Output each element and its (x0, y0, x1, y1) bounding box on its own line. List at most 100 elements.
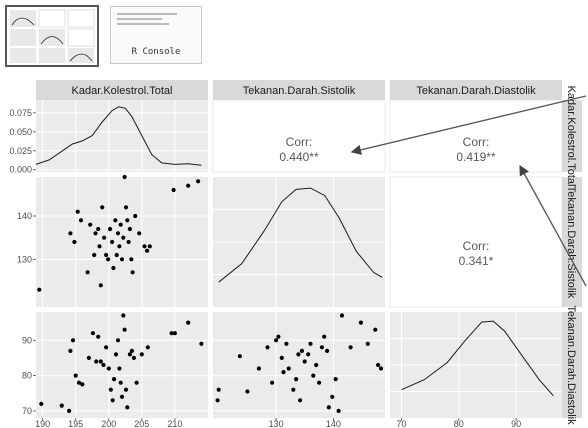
scatter-point-kolestrol-diastolik (131, 355, 136, 360)
console-thumbnail[interactable]: R Console (110, 6, 202, 64)
scatter-point-kolestrol-diastolik (186, 320, 191, 325)
y-tick-label: 140 (17, 211, 32, 221)
strip-right-label-3: Tekanan.Darah.Diastolik (565, 305, 577, 425)
scatter-point-kolestrol-diastolik (59, 403, 64, 408)
scatter-point-kolestrol-diastolik (70, 338, 76, 343)
scatter-point-kolestrol-sistolik (117, 244, 122, 249)
scatter-point-kolestrol-sistolik (142, 244, 147, 249)
corr-label-1: Corr: (286, 135, 313, 149)
scatter-point-kolestrol-diastolik (139, 352, 144, 357)
corr-label-3: Corr: (463, 239, 490, 253)
scatter-point-sistolik-diastolik (336, 408, 341, 413)
scatter-point-kolestrol-diastolik (129, 348, 134, 353)
scatter-point-kolestrol-diastolik (76, 380, 82, 385)
scatter-point-sistolik-diastolik (296, 352, 301, 357)
scatter-point-kolestrol-sistolik (93, 231, 98, 236)
strip-right-label-1: Kadar.Kolestrol.Total (565, 86, 577, 187)
scatter-point-kolestrol-diastolik (122, 327, 127, 332)
strip-top-3 (390, 80, 562, 100)
strip-right-1 (562, 100, 582, 172)
scatter-point-sistolik-diastolik (284, 341, 289, 346)
scatter-point-sistolik-diastolik (270, 380, 275, 385)
scatter-point-kolestrol-diastolik (172, 331, 177, 336)
scatter-point-kolestrol-sistolik (123, 205, 129, 210)
strip-top-label-1: Kadar.Kolestrol.Total (72, 85, 173, 97)
scatter-point-sistolik-diastolik (322, 334, 327, 339)
strip-top-2 (213, 80, 385, 100)
scatter-point-sistolik-diastolik (308, 341, 313, 346)
scatter-point-sistolik-diastolik (326, 405, 331, 410)
strip-top-label-3: Tekanan.Darah.Diastolik (416, 85, 536, 97)
strip-right-2 (562, 177, 582, 307)
scatter-point-kolestrol-sistolik (111, 265, 116, 271)
scatter-point-kolestrol-sistolik (68, 231, 73, 236)
scatter-point-kolestrol-sistolik (75, 209, 80, 214)
scatter-point-sistolik-diastolik (291, 387, 296, 392)
scatter-point-kolestrol-sistolik (119, 257, 125, 262)
panel-scatter-kolestrol-sistolik (36, 177, 208, 307)
scatter-point-sistolik-diastolik (274, 338, 279, 343)
scatter-point-kolestrol-sistolik (96, 226, 101, 232)
x-tick-label: 90 (511, 419, 521, 428)
thumbnail-preview (10, 9, 95, 63)
panel-corr-diastolik-sistolik (389, 176, 563, 308)
density-curve-sistolik (218, 187, 383, 283)
scatter-point-kolestrol-diastolik (101, 362, 106, 368)
scatter-point-sistolik-diastolik (325, 348, 330, 353)
scatter-point-kolestrol-sistolik (113, 218, 118, 223)
corr-label-2: Corr: (463, 135, 490, 149)
x-tick-label: 200 (101, 419, 116, 428)
x-tick-label: 205 (134, 419, 149, 428)
scatter-point-kolestrol-sistolik (125, 218, 130, 223)
strip-right-3 (562, 312, 582, 418)
density-curve-kolestrol (35, 106, 202, 166)
x-tick-label: 80 (454, 419, 464, 428)
scatter-point-kolestrol-diastolik (67, 408, 72, 413)
corr-value-3: 0.341* (459, 254, 494, 268)
scatter-point-kolestrol-diastolik (119, 394, 125, 399)
scatter-point-kolestrol-sistolik (97, 244, 102, 249)
scatter-point-kolestrol-sistolik (108, 226, 113, 232)
scatter-point-kolestrol-diastolik (86, 355, 91, 360)
plot-thumbnail[interactable] (5, 5, 99, 67)
scatter-point-kolestrol-diastolik (110, 398, 115, 403)
scatter-point-kolestrol-sistolik (122, 174, 127, 180)
scatter-point-sistolik-diastolik (319, 345, 324, 350)
y-tick-label: 0.000 (9, 165, 32, 175)
scatter-point-sistolik-diastolik (294, 377, 299, 382)
scatter-point-kolestrol-sistolik (78, 218, 84, 223)
scatter-point-kolestrol-diastolik (96, 334, 101, 339)
scatter-point-kolestrol-sistolik (102, 235, 107, 240)
scatter-point-kolestrol-diastolik (90, 331, 95, 336)
scatter-point-sistolik-diastolik (276, 334, 281, 339)
scatter-point-kolestrol-sistolik (110, 239, 115, 245)
corr-value-2: 0.419** (456, 150, 496, 164)
y-tick-label: 0.050 (9, 127, 32, 137)
scatter-point-kolestrol-sistolik (171, 187, 176, 193)
scatter-point-kolestrol-sistolik (118, 222, 123, 227)
x-tick-label: 140 (326, 419, 341, 428)
scatter-point-kolestrol-sistolik (129, 257, 134, 262)
y-tick-label: 0.075 (9, 108, 32, 118)
gridlines (36, 100, 562, 418)
scatter-point-kolestrol-sistolik (115, 231, 121, 236)
scatter-point-sistolik-diastolik (365, 341, 370, 346)
scatter-point-kolestrol-sistolik (137, 231, 142, 236)
strip-top-1 (36, 80, 208, 100)
scatter-point-kolestrol-diastolik (106, 366, 111, 371)
scatter-point-kolestrol-diastolik (118, 380, 123, 385)
scatter-point-sistolik-diastolik (348, 345, 353, 350)
scatter-point-kolestrol-sistolik (100, 205, 105, 210)
panel-scatter-sistolik-diastolik (213, 312, 385, 418)
scatter-point-kolestrol-diastolik (169, 331, 174, 336)
console-thumbnail-label: R Console (131, 47, 181, 57)
scatter-point-kolestrol-sistolik (196, 179, 201, 184)
scatter-point-sistolik-diastolik (245, 389, 250, 394)
scatter-point-kolestrol-sistolik (145, 248, 150, 253)
strip-top-label-2: Tekanan.Darah.Sistolik (243, 85, 356, 97)
x-tick-label: 70 (396, 419, 406, 428)
scatter-point-kolestrol-sistolik (88, 222, 93, 227)
y-tick-label: 80 (22, 371, 32, 381)
scatter-point-kolestrol-sistolik (37, 287, 42, 292)
annotation-arrow-2 (519, 164, 587, 287)
